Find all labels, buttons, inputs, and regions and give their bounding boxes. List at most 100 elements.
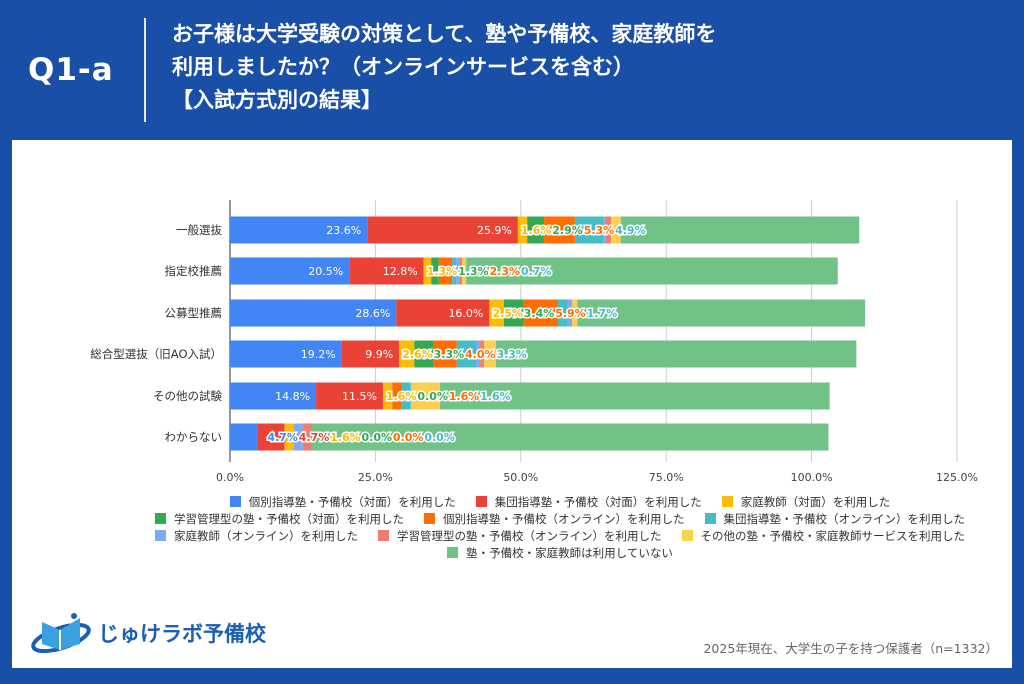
data-label: 1.6% (449, 390, 480, 403)
legend-swatch (704, 513, 716, 524)
data-label: 9.9% (365, 348, 393, 361)
data-label: 20.5% (308, 265, 343, 278)
data-label: 2.9% (552, 224, 583, 237)
bar-segment (456, 340, 477, 368)
x-tick-label: 25.0% (358, 471, 393, 484)
bar-segment (423, 257, 432, 285)
bar-segment (341, 340, 400, 368)
bar-segment (544, 216, 575, 244)
bar-segment (484, 340, 496, 368)
x-tick-label: 75.0% (649, 471, 684, 484)
legend-swatch (447, 547, 459, 558)
data-label: 19.2% (301, 348, 336, 361)
bar-segment (605, 216, 611, 244)
data-label: 1.6% (521, 224, 552, 237)
bar-segment (620, 216, 860, 244)
bar-segment (577, 299, 866, 327)
legend-label: 学習管理型の塾・予備校（オンライン）を利用した (397, 529, 662, 543)
logo-text: じゅけラボ予備校 (98, 622, 266, 646)
data-label: 4.7% (267, 431, 298, 444)
legend-label: 学習管理型の塾・予備校（対面）を利用した (174, 512, 404, 526)
data-label: 28.6% (355, 307, 390, 320)
data-label: 2.3% (489, 265, 520, 278)
data-label: 0.7% (521, 265, 552, 278)
legend-item: 集団指導塾・予備校（オンライン）を利用した (704, 511, 965, 528)
bar-segment (293, 423, 303, 451)
bar-segment (480, 340, 485, 368)
legend-label: 塾・予備校・家庭教師は利用していない (466, 546, 673, 560)
bar-segment (495, 340, 857, 368)
legend-swatch (475, 496, 487, 507)
legend-label: 個別指導塾・予備校（オンライン）を利用した (443, 512, 685, 526)
legend-label: 家庭教師（オンライン）を利用した (174, 529, 358, 543)
category-label: その他の試験 (153, 389, 222, 403)
bar-segment (558, 299, 568, 327)
bar-segment (284, 423, 294, 451)
legend-label: 家庭教師（対面）を利用した (740, 495, 891, 509)
bar-segment (349, 257, 424, 285)
bar-segment (396, 299, 490, 327)
bar-segment (367, 216, 518, 244)
x-tick-label: 125.0% (936, 471, 978, 484)
legend-item: 学習管理型の塾・予備校（対面）を利用した (155, 511, 404, 528)
legend-swatch (681, 530, 693, 541)
bar-segment (230, 257, 350, 285)
bar-segment (431, 257, 439, 285)
data-label: 1.3% (427, 265, 458, 278)
bar-segment (230, 340, 342, 368)
legend-item: 家庭教師（対面）を利用した (721, 494, 891, 511)
legend-item: 個別指導塾・予備校（オンライン）を利用した (424, 511, 685, 528)
bar-segment (410, 382, 440, 410)
data-label: 23.6% (326, 224, 361, 237)
legend-swatch (378, 530, 389, 541)
x-tick-label: 0.0% (216, 471, 244, 484)
category-label: 公募型推薦 (165, 306, 223, 320)
legend-swatch (721, 496, 733, 507)
legend-label: 個別指導塾・予備校（対面）を利用した (248, 495, 456, 509)
data-label: 3.3% (496, 348, 527, 361)
legend-label: 集団指導塾・予備校（対面）を利用した (494, 495, 702, 509)
bar-segment (382, 382, 393, 410)
bar-segment (257, 423, 285, 451)
bar-segment (316, 382, 383, 410)
bar-segment (462, 257, 467, 285)
data-label: 4.0% (465, 348, 496, 361)
bar-segment (567, 299, 572, 327)
legend-item: 個別指導塾・予備校（対面）を利用した (229, 494, 456, 511)
category-label: わからない (165, 430, 223, 444)
data-label: 1.6% (480, 390, 511, 403)
bar-segment (230, 423, 258, 451)
legend-swatch (229, 496, 241, 507)
chart-legend: 個別指導塾・予備校（対面）を利用した 集団指導塾・予備校（対面）を利用した 家庭教師… (140, 494, 980, 562)
bar-segment (517, 216, 528, 244)
bar-segment (312, 423, 829, 451)
title-line: 利用しましたか？（オンラインサービスを含む） (172, 55, 634, 79)
bar-segment (523, 299, 559, 327)
data-label: 3.4% (524, 307, 555, 320)
bar-segment (439, 382, 830, 410)
bar-segment (230, 216, 368, 244)
bar-segment (476, 340, 481, 368)
bar-segment (527, 216, 545, 244)
data-label: 1.7% (587, 307, 618, 320)
x-tick-label: 100.0% (791, 471, 833, 484)
bar-segment (230, 382, 317, 410)
data-label: 12.8% (383, 265, 418, 278)
page-title: お子様は大学受験の対策として、塾や予備校、家庭教師を 利用しましたか？（オンライ… (172, 18, 716, 117)
title-line: お子様は大学受験の対策として、塾や予備校、家庭教師を (172, 22, 717, 46)
data-label: 11.5% (342, 390, 377, 403)
legend-swatch (155, 513, 166, 524)
legend-item: その他の塾・予備校・家庭教師サービスを利用した (681, 528, 965, 545)
x-tick-label: 50.0% (503, 471, 538, 484)
bar-segment (610, 216, 621, 244)
bar-segment (466, 257, 838, 285)
data-label: 1.3% (458, 265, 489, 278)
category-label: 総合型選抜（旧AO入試） (90, 347, 222, 361)
title-line: 【入試方式別の結果】 (172, 88, 382, 112)
data-label: 0.0% (362, 431, 393, 444)
category-label: 一般選抜 (176, 223, 222, 237)
legend-item: 塾・予備校・家庭教師は利用していない (447, 545, 673, 562)
bar-segment (401, 382, 411, 410)
data-label: 16.0% (448, 307, 483, 320)
